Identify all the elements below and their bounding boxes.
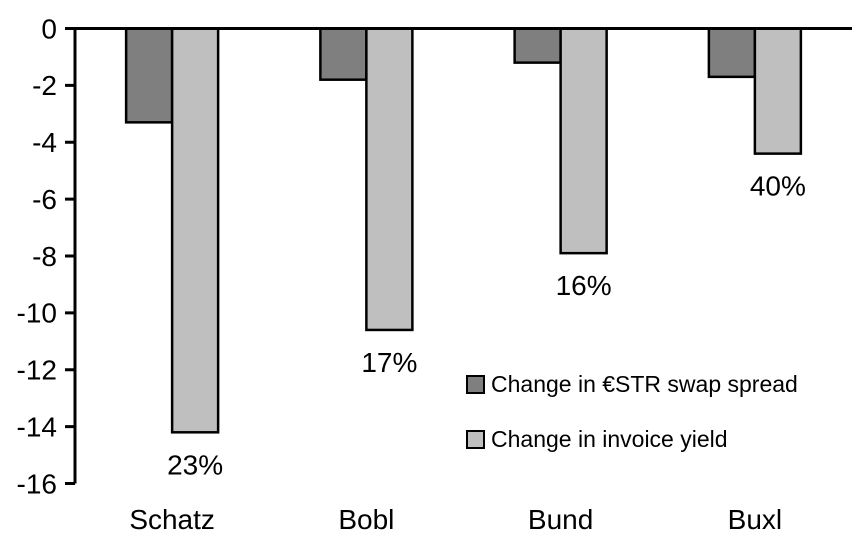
- category-label-bobl: Bobl: [338, 504, 394, 535]
- y-tick-label--6: -6: [32, 184, 57, 215]
- y-tick-label--12: -12: [17, 355, 57, 386]
- legend-swatch-invoice-yield: [466, 429, 485, 449]
- category-label-bund: Bund: [528, 504, 593, 535]
- y-tick-label--2: -2: [32, 70, 57, 101]
- bar-invoice-yield-schatz: [170, 27, 220, 434]
- y-tick-label--14: -14: [17, 411, 57, 442]
- y-tick-label-0: 0: [41, 13, 57, 44]
- data-label-bund: 16%: [556, 270, 612, 301]
- data-label-buxl: 40%: [750, 171, 806, 202]
- y-tick-label--10: -10: [17, 298, 57, 329]
- data-label-bobl: 17%: [361, 347, 417, 378]
- category-label-buxl: Buxl: [728, 504, 782, 535]
- bar-swap-spread-bund: [513, 27, 562, 64]
- bar-swap-spread-buxl: [707, 27, 757, 79]
- bar-swap-spread-schatz: [124, 27, 174, 124]
- bar-invoice-yield-bobl: [365, 27, 414, 332]
- category-label-schatz: Schatz: [129, 504, 215, 535]
- bar-invoice-yield-bund: [559, 27, 608, 255]
- legend-label-invoice-yield: Change in invoice yield: [491, 425, 728, 452]
- data-label-schatz: 23%: [167, 449, 223, 480]
- legend-swatch-swap-spread: [466, 374, 485, 394]
- y-tick-label--16: -16: [17, 468, 57, 499]
- legend-label-swap-spread: Change in €STR swap spread: [491, 370, 798, 397]
- y-tick-label--8: -8: [32, 241, 57, 272]
- bar-swap-spread-bobl: [319, 27, 368, 81]
- legend-item-swap-spread: Change in €STR swap spread: [466, 371, 798, 397]
- y-tick-label--4: -4: [32, 127, 57, 158]
- bar-invoice-yield-buxl: [753, 27, 803, 155]
- legend-item-invoice-yield: Change in invoice yield: [466, 426, 798, 452]
- legend: Change in €STR swap spread Change in inv…: [466, 371, 798, 452]
